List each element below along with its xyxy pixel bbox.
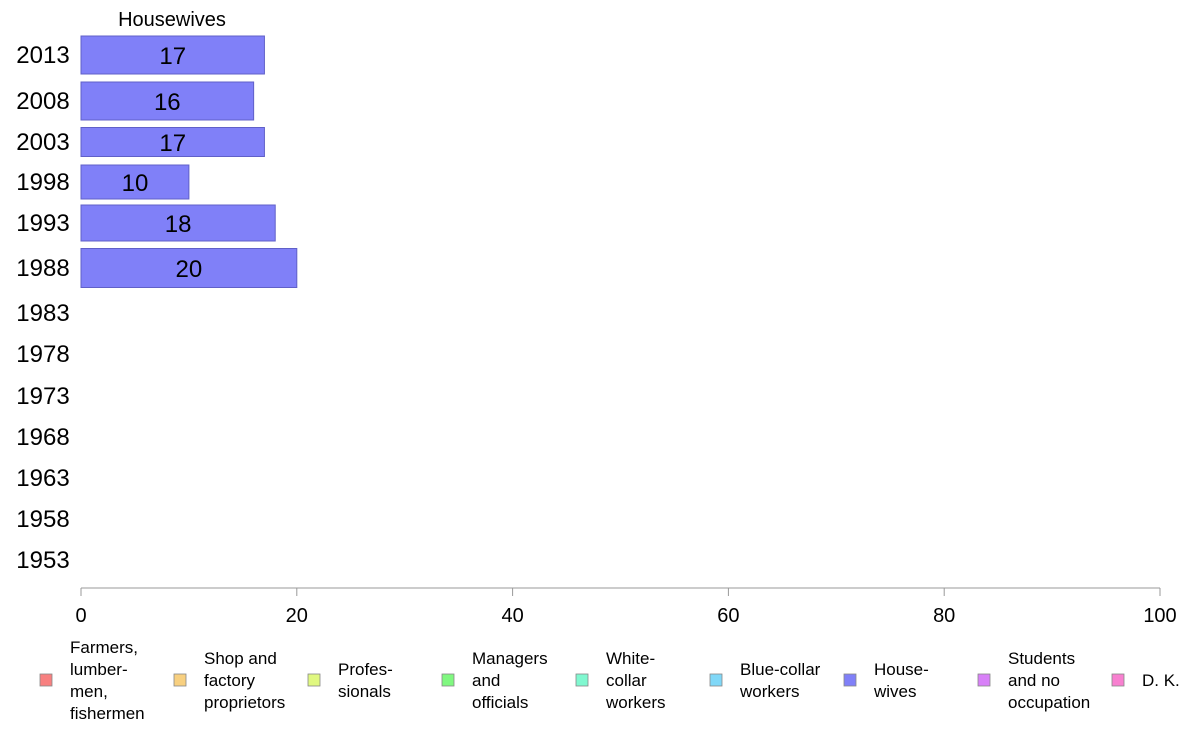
legend-text-3-0: Managers (472, 649, 548, 668)
legend-text-1-0: Shop and (204, 649, 277, 668)
legend-item-2: Profes-sionals (307, 660, 393, 701)
x-tick-label-0: 0 (75, 605, 86, 627)
x-tick-label-20: 20 (286, 605, 308, 627)
year-label-1953: 1953 (16, 547, 69, 574)
legend-swatch-8 (1111, 673, 1125, 687)
legend-item-4: White-collar workers (575, 649, 666, 712)
legend-text-0-3: fishermen (70, 704, 145, 723)
bar-label-2008: 16 (154, 89, 181, 116)
bars: 17 16 17 10 18 20 (80, 35, 298, 288)
legend-text-3-2: officials (472, 693, 528, 712)
legend-text-1-1: factory (204, 671, 256, 690)
bar-2003 (80, 127, 265, 157)
year-labels: 2013 2008 2003 1998 1993 1988 1983 1978 1973 1968… (16, 42, 69, 574)
legend-text-4-2: workers (605, 693, 666, 712)
legend: Farmers, lumber-men, fishermen Shop and fact… (39, 638, 1180, 723)
bar-label-2013: 17 (159, 43, 186, 70)
legend-item-1: Shop and factory proprietors (173, 649, 285, 712)
legend-item-5: Blue-collar workers (709, 660, 821, 701)
year-label-1978: 1978 (16, 341, 69, 368)
legend-text-0-2: men, (70, 682, 108, 701)
bar-label-2003: 17 (159, 130, 186, 157)
legend-swatch-5 (709, 673, 723, 687)
legend-text-0-1: lumber- (70, 660, 128, 679)
legend-text-8-0: D. K. (1142, 671, 1180, 690)
year-label-2008: 2008 (16, 88, 69, 115)
legend-swatch-3 (441, 673, 455, 687)
legend-text-7-2: occupation (1008, 693, 1090, 712)
bar-1998 (80, 164, 190, 200)
year-label-1998: 1998 (16, 169, 69, 196)
legend-item-7: Students and no occupation (977, 649, 1090, 712)
legend-text-2-1: sionals (338, 682, 391, 701)
bar-label-1993: 18 (165, 211, 192, 238)
legend-swatch-1 (173, 673, 187, 687)
legend-text-4-0: White- (606, 649, 655, 668)
year-label-2013: 2013 (16, 42, 69, 69)
legend-item-0: Farmers, lumber-men, fishermen (39, 638, 145, 723)
legend-item-6: House-wives (843, 660, 929, 701)
year-label-2003: 2003 (16, 129, 69, 156)
year-label-1988: 1988 (16, 255, 69, 282)
legend-item-8: D. K. (1111, 671, 1180, 690)
x-tick-label-40: 40 (501, 605, 523, 627)
legend-swatch-7 (977, 673, 991, 687)
legend-text-5-1: workers (739, 682, 800, 701)
legend-text-6-1: wives (873, 682, 917, 701)
x-tick-label-80: 80 (933, 605, 955, 627)
legend-swatch-6 (843, 673, 857, 687)
year-label-1983: 1983 (16, 300, 69, 327)
legend-swatch-2 (307, 673, 321, 687)
legend-item-3: Managers and officials (441, 649, 548, 712)
legend-text-7-1: and no (1008, 671, 1060, 690)
year-label-1968: 1968 (16, 424, 69, 451)
bar-label-1998: 10 (122, 170, 149, 197)
legend-text-6-0: House- (874, 660, 929, 679)
x-tick-label-60: 60 (717, 605, 739, 627)
bar-label-1988: 20 (176, 256, 203, 283)
legend-text-5-0: Blue-collar (740, 660, 821, 679)
legend-text-4-1: collar (606, 671, 647, 690)
bar-2013 (80, 35, 265, 75)
legend-text-0-0: Farmers, (70, 638, 138, 657)
legend-text-3-1: and (472, 671, 500, 690)
year-label-1963: 1963 (16, 465, 69, 492)
bar-1993 (80, 204, 276, 242)
chart-title: Housewives (118, 9, 226, 31)
year-label-1973: 1973 (16, 383, 69, 410)
legend-swatch-0 (39, 673, 53, 687)
legend-text-2-0: Profes- (338, 660, 393, 679)
year-label-1958: 1958 (16, 506, 69, 533)
x-tick-label-100: 100 (1143, 605, 1176, 627)
legend-swatch-4 (575, 673, 589, 687)
bar-2008 (80, 81, 255, 121)
legend-text-1-2: proprietors (204, 693, 285, 712)
legend-text-7-0: Students (1008, 649, 1075, 668)
year-label-1993: 1993 (16, 210, 69, 237)
x-axis: 0 20 40 60 80 100 (75, 587, 1177, 627)
bar-1988 (80, 248, 298, 288)
